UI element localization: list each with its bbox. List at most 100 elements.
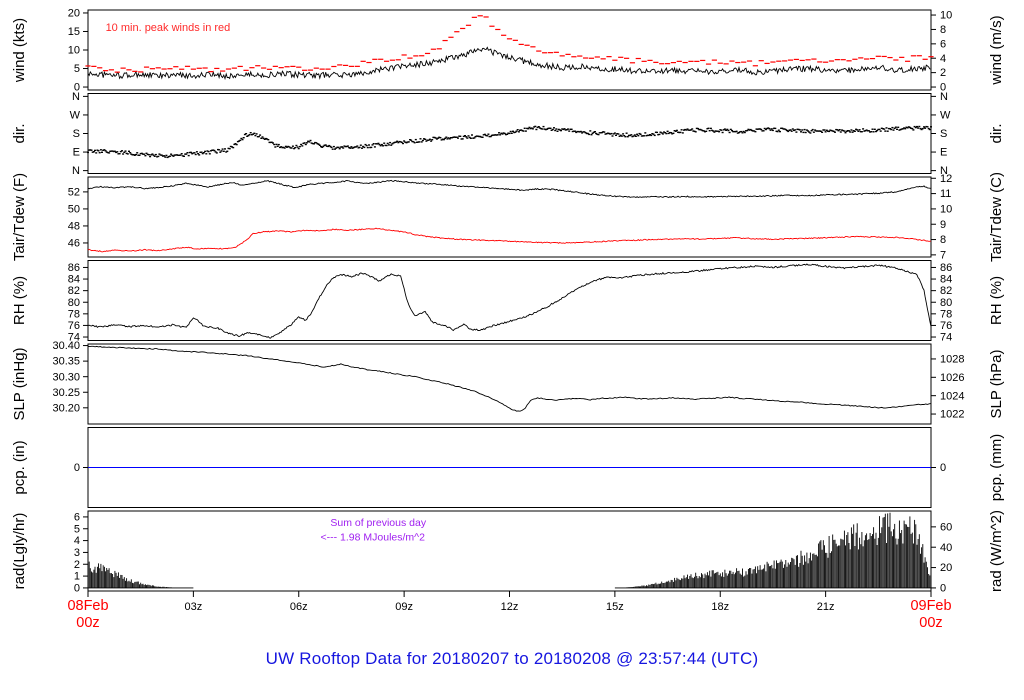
dir-dot (163, 155, 166, 157)
dir-dot (540, 127, 543, 130)
dir-dot (555, 128, 558, 130)
dir-dot (752, 130, 754, 132)
dir-dot (877, 128, 880, 131)
dir-dot (656, 131, 658, 134)
y-tick-label-left: 84 (68, 274, 80, 286)
dir-dot (404, 141, 407, 143)
dir-dot (790, 130, 793, 132)
dir-dot (912, 129, 915, 131)
dir-dot (777, 129, 780, 131)
dir-dot (679, 131, 682, 134)
dir-dot (337, 146, 340, 149)
dir-dot (290, 147, 293, 149)
dir-dot (96, 149, 99, 151)
dir-dot (121, 150, 123, 152)
dir-dot (639, 133, 642, 135)
dir-dot (166, 156, 169, 159)
dir-dot (349, 147, 352, 149)
dir-dot (279, 146, 281, 149)
dir-dot (586, 132, 589, 135)
dir-dot (698, 128, 701, 131)
dir-dot (866, 130, 869, 132)
dir-dot (242, 137, 245, 139)
dir-dot (468, 136, 471, 139)
dir-dot (603, 131, 606, 133)
dir-dot (862, 128, 865, 130)
y-tick-label-left: 52 (68, 186, 80, 198)
dir-dot (320, 145, 322, 148)
y-tick-label-left: 76 (68, 320, 80, 332)
dir-dot (524, 130, 527, 132)
dir-dot (276, 145, 279, 147)
dir-dot (829, 129, 832, 131)
y-tick-label-right: 12 (940, 173, 952, 185)
dir-dot (433, 136, 436, 139)
dir-dot (413, 142, 416, 144)
dir-dot (457, 137, 459, 139)
dir-dot (513, 131, 516, 134)
dir-dot (882, 128, 884, 130)
dir-dot (269, 141, 272, 144)
dir-dot (214, 151, 217, 153)
dir-dot (842, 129, 845, 132)
dir-dot (346, 145, 349, 147)
y-tick-label-right: 4 (940, 53, 946, 65)
dir-dot (901, 128, 904, 130)
dir-dot (897, 126, 900, 128)
dir-dot (649, 134, 651, 136)
dir-dot (147, 154, 150, 156)
dir-dot (756, 128, 759, 130)
y-axis-label-left: SLP (inHg) (11, 347, 28, 420)
dir-dot (462, 135, 465, 138)
dir-dot (190, 151, 192, 154)
series-wind-direction (87, 125, 932, 159)
dir-dot (167, 155, 170, 158)
dir-dot (273, 143, 276, 146)
dir-dot (133, 154, 136, 156)
y-tick-label-right: 8 (940, 234, 946, 246)
dir-dot (129, 152, 132, 154)
dir-dot (670, 132, 673, 134)
dir-dot (892, 129, 895, 131)
dir-dot (782, 128, 785, 130)
dir-dot (870, 131, 873, 133)
dir-dot (680, 129, 683, 131)
y-tick-label-left: 30.40 (52, 340, 80, 352)
dir-dot (428, 138, 431, 140)
dir-dot (192, 152, 195, 154)
dir-dot (705, 130, 708, 132)
y-axis-label-left: wind (kts) (11, 18, 28, 83)
dir-dot (372, 143, 375, 145)
dir-dot (344, 145, 347, 148)
dir-dot (243, 133, 246, 136)
dir-dot (205, 153, 208, 155)
dir-dot (637, 135, 640, 137)
dir-dot (542, 125, 545, 128)
dir-dot (879, 130, 882, 132)
dir-dot (200, 151, 203, 153)
dir-dot (798, 129, 801, 131)
dir-dot (156, 156, 159, 158)
dir-dot (382, 145, 384, 147)
dir-dot (836, 129, 839, 131)
dir-dot (150, 154, 153, 156)
dir-dot (321, 146, 324, 148)
dir-dot (562, 128, 565, 131)
dir-dot (365, 144, 368, 147)
dir-dot (664, 132, 667, 134)
x-tick-label: 21z (817, 601, 835, 613)
dir-dot (549, 127, 552, 129)
dir-dot (725, 129, 728, 131)
y-tick-label-right: N (940, 165, 948, 177)
dir-dot (282, 146, 285, 149)
dir-dot (267, 139, 270, 141)
dir-dot (199, 151, 202, 153)
dir-dot (353, 146, 356, 148)
dir-dot (831, 130, 834, 132)
dir-dot (678, 131, 681, 134)
panel-wind: 0 5 10 15 20 0 2 4 6 8 10 wind (kts) wind (m/s) 10 mi… (11, 8, 1005, 94)
annotation-rad: Sum of previous day (330, 517, 426, 529)
dir-dot (923, 126, 925, 128)
y-tick-label-right: 11 (940, 188, 951, 200)
